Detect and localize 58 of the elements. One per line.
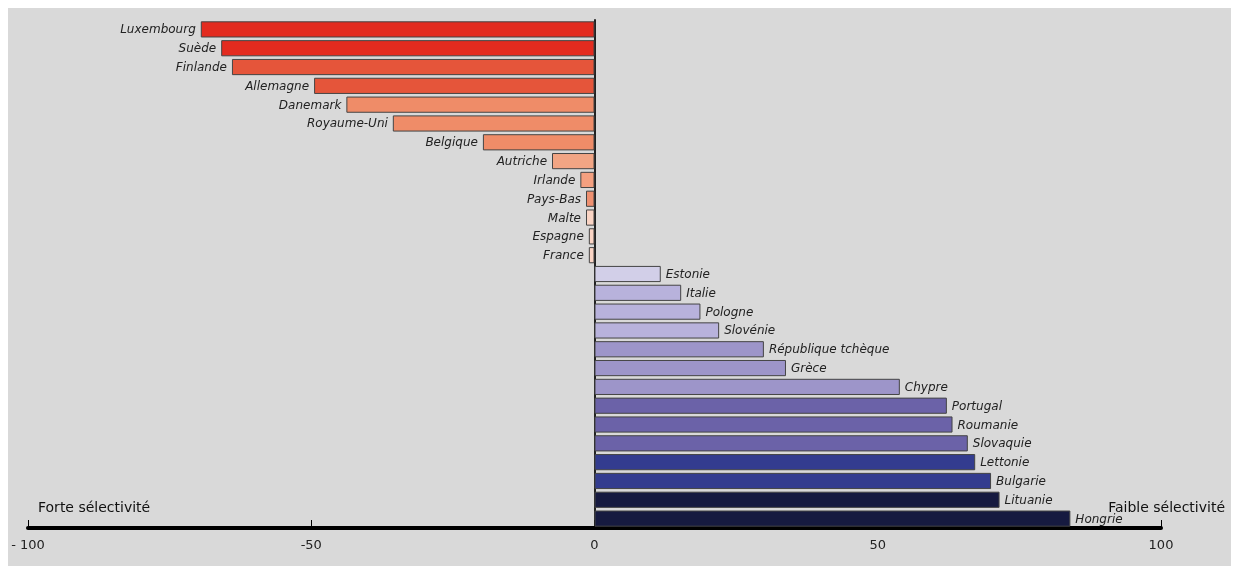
bar <box>594 491 1000 508</box>
x-tick-label: -50 <box>300 537 322 552</box>
bar <box>594 341 764 358</box>
bar <box>580 171 595 189</box>
annotation: Forte sélectivité <box>38 499 151 515</box>
y-tick-label: Estonie <box>665 267 710 281</box>
bar <box>346 96 595 113</box>
y-tick-label: Lituanie <box>1004 492 1053 507</box>
y-tick-label: Pays-Bas <box>526 191 581 206</box>
y-tick-label: Malte <box>547 210 581 225</box>
bar <box>588 247 595 264</box>
bar <box>392 115 595 132</box>
y-tick-label: Allemagne <box>244 78 310 93</box>
bar <box>594 284 682 301</box>
y-tick-label: Portugal <box>951 398 1003 413</box>
y-tick-label: Chypre <box>904 379 948 394</box>
y-tick-label: Slovénie <box>724 323 776 338</box>
bar <box>594 416 953 433</box>
y-tick-label: Royaume-Uni <box>306 116 389 131</box>
x-tick-label: 0 <box>590 537 599 552</box>
y-tick-label: Bulgarie <box>996 473 1046 488</box>
y-tick-label: Suède <box>178 41 217 56</box>
bar <box>594 378 900 395</box>
bar <box>594 359 786 377</box>
bar <box>586 190 595 207</box>
bar <box>588 228 595 245</box>
x-tick-label: 100 <box>1148 537 1174 552</box>
y-tick-label: Lettonie <box>980 455 1030 470</box>
bar <box>594 397 947 414</box>
y-tick-label: Slovaquie <box>972 436 1032 451</box>
bar <box>594 472 992 490</box>
y-tick-label: République tchèque <box>768 342 890 357</box>
y-tick-label: Luxembourg <box>120 22 197 37</box>
bar <box>594 454 976 471</box>
y-tick-label: Grèce <box>790 361 827 376</box>
bar <box>586 209 595 226</box>
bar <box>594 322 720 339</box>
bar <box>314 77 595 94</box>
bar <box>482 134 595 151</box>
y-tick-label: Autriche <box>495 154 548 169</box>
bar <box>552 153 595 170</box>
y-tick-label: Espagne <box>532 229 584 244</box>
x-tick-label: 50 <box>869 537 887 552</box>
y-tick-label: Pologne <box>705 304 754 319</box>
x-tick-label: - 100 <box>11 537 45 552</box>
y-tick-label: France <box>543 248 584 263</box>
bar <box>231 58 595 76</box>
y-tick-label: Irlande <box>533 172 576 187</box>
y-tick-label: Italie <box>686 285 716 300</box>
bar <box>200 21 595 38</box>
y-tick-label: Belgique <box>425 135 478 150</box>
bar <box>594 435 968 452</box>
y-tick-label: Finlande <box>175 60 227 75</box>
bar <box>594 265 661 283</box>
y-tick-label: Roumanie <box>957 417 1019 432</box>
y-tick-label: Danemark <box>278 97 343 112</box>
bar <box>594 303 701 320</box>
bar <box>221 40 595 57</box>
